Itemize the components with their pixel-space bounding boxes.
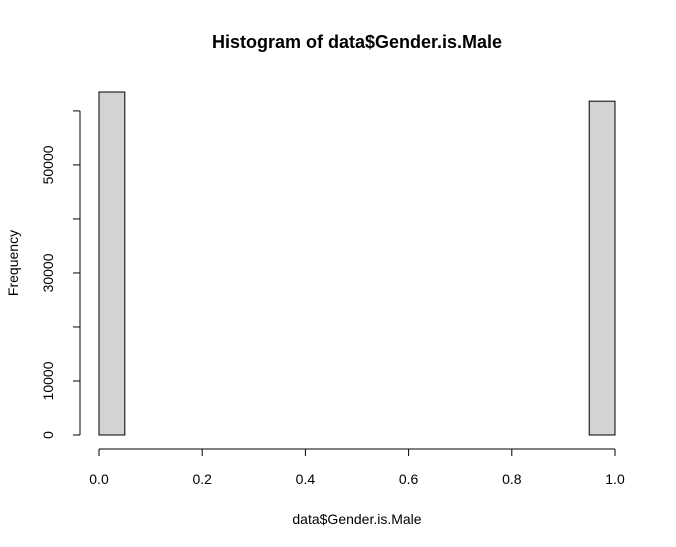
histogram-bar [588, 100, 616, 436]
x-tick-label: 0.6 [399, 471, 419, 487]
x-tick-label: 0.2 [192, 471, 212, 487]
chart-title: Histogram of data$Gender.is.Male [212, 32, 502, 52]
histogram-bar [98, 91, 126, 436]
x-tick-label: 0.4 [296, 471, 316, 487]
y-tick-label: 50000 [40, 145, 56, 184]
y-axis: 0 10000 30000 50000 [40, 110, 81, 439]
y-tick-label: 30000 [40, 253, 56, 292]
y-axis-label: Frequency [5, 230, 21, 296]
y-tick-label: 0 [40, 431, 56, 439]
x-tick-label: 1.0 [605, 471, 625, 487]
bars-layer [98, 91, 616, 436]
x-tick-label: 0.8 [502, 471, 522, 487]
x-axis: 0.0 0.2 0.4 0.6 0.8 1.0 [89, 448, 625, 487]
x-tick-label: 0.0 [89, 471, 109, 487]
x-axis-label: data$Gender.is.Male [292, 511, 421, 527]
y-tick-label: 10000 [40, 361, 56, 400]
